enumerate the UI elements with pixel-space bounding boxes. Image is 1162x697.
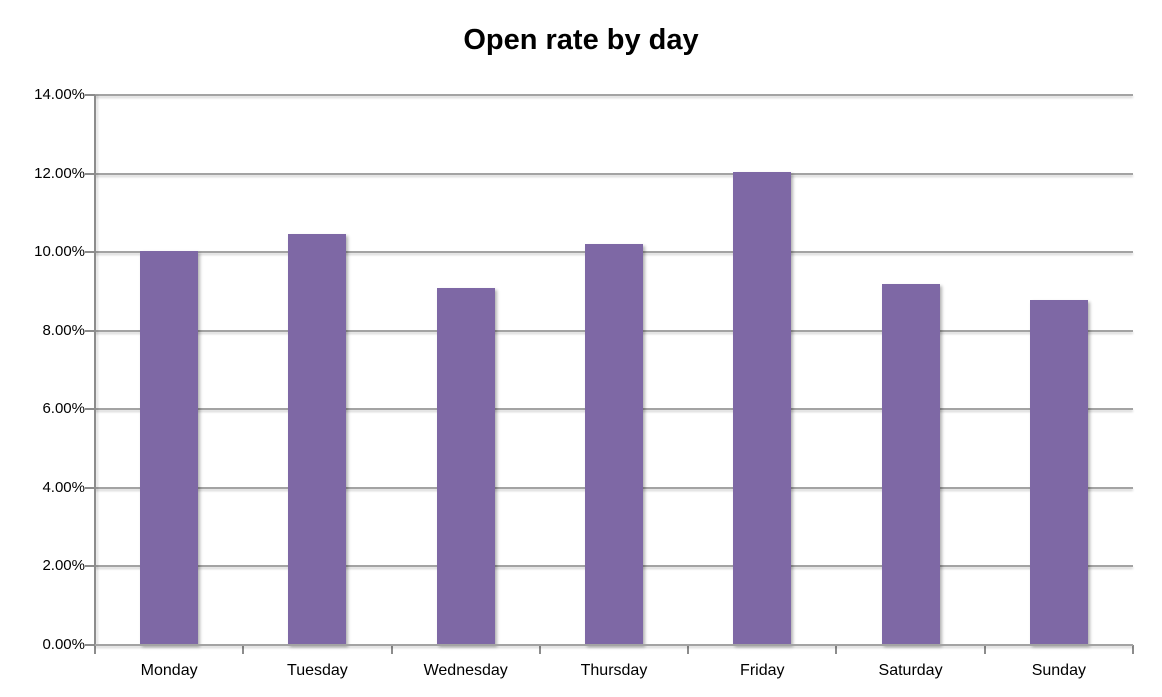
gridline [95, 94, 1133, 96]
x-axis-tick [538, 645, 541, 654]
y-axis-tick [85, 251, 95, 254]
y-axis-tick [85, 565, 95, 568]
x-tick-label-saturday: Saturday [878, 662, 943, 679]
x-axis-tick [390, 645, 393, 654]
x-tick-label-wednesday: Wednesday [423, 662, 508, 679]
x-axis-line [95, 644, 1133, 646]
y-axis-tick [85, 486, 95, 489]
x-axis-tick [242, 645, 245, 654]
x-axis-tick [94, 645, 96, 654]
y-tick-label: 8.00% [42, 321, 85, 339]
gridline [95, 172, 1133, 175]
x-tick-label-tuesday: Tuesday [287, 662, 348, 679]
y-tick-label: 12.00% [34, 164, 85, 182]
x-axis-tick [983, 645, 986, 654]
bar-saturday [881, 283, 940, 645]
y-tick-label: 14.00% [34, 86, 85, 103]
bar-wednesday [436, 287, 495, 645]
x-axis-tick [1132, 645, 1134, 654]
x-tick-label-thursday: Thursday [580, 662, 648, 679]
y-axis-line [94, 95, 96, 645]
y-tick-label: 2.00% [42, 557, 85, 575]
bar-thursday [585, 244, 643, 645]
bar-friday [733, 171, 792, 645]
y-axis-tick [85, 644, 95, 646]
bar-tuesday [288, 234, 347, 645]
y-tick-label: 6.00% [42, 400, 85, 418]
y-axis-tick [85, 94, 95, 96]
y-axis-tick [85, 172, 95, 175]
y-tick-label: 4.00% [42, 478, 85, 496]
bar-sunday [1029, 300, 1088, 645]
x-axis-tick [687, 645, 690, 654]
y-axis-tick [85, 329, 95, 332]
y-axis-tick [85, 408, 95, 411]
x-axis-tick [835, 645, 838, 654]
x-tick-label-monday: Monday [140, 662, 198, 679]
bar-monday [140, 250, 199, 645]
chart-title: Open rate by day [463, 24, 699, 56]
x-tick-label-sunday: Sunday [1031, 662, 1086, 679]
x-tick-label-friday: Friday [740, 662, 785, 679]
y-tick-label: 10.00% [34, 243, 85, 261]
y-tick-label: 0.00% [42, 636, 85, 653]
